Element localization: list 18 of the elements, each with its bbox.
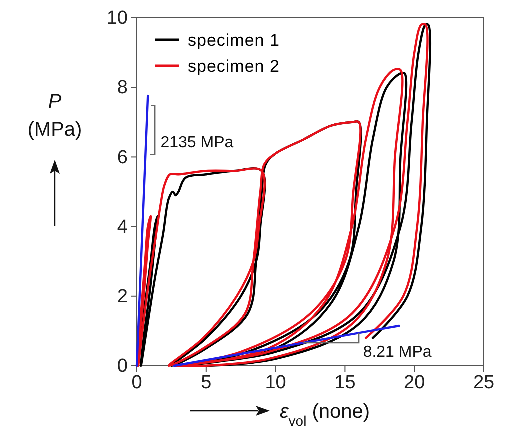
y-tick-label: 2 xyxy=(117,286,128,308)
x-tick-label: 25 xyxy=(473,372,495,394)
annotation: 2135 MPa xyxy=(160,134,234,152)
x-tick-label: 0 xyxy=(132,372,142,394)
y-tick-label: 8 xyxy=(117,78,128,99)
x-axis-title: ε$_{vol}$ (none) xyxy=(280,401,370,429)
y-tick-label: 6 xyxy=(117,147,128,168)
legend-label: specimen 1 xyxy=(188,31,280,50)
x-tick-label: 5 xyxy=(201,372,212,394)
y-axis-title: P (MPa) xyxy=(28,91,82,141)
legend-label: specimen 2 xyxy=(188,57,280,76)
y-tick-label: 4 xyxy=(117,216,128,238)
x-tick-label: 10 xyxy=(265,372,286,394)
annotation: 8.21 MPa xyxy=(363,344,432,362)
x-tick-label: 20 xyxy=(404,372,426,394)
x-tick-label: 15 xyxy=(334,372,356,394)
y-tick-label: 0 xyxy=(117,356,128,378)
y-tick-label: 10 xyxy=(106,8,128,30)
